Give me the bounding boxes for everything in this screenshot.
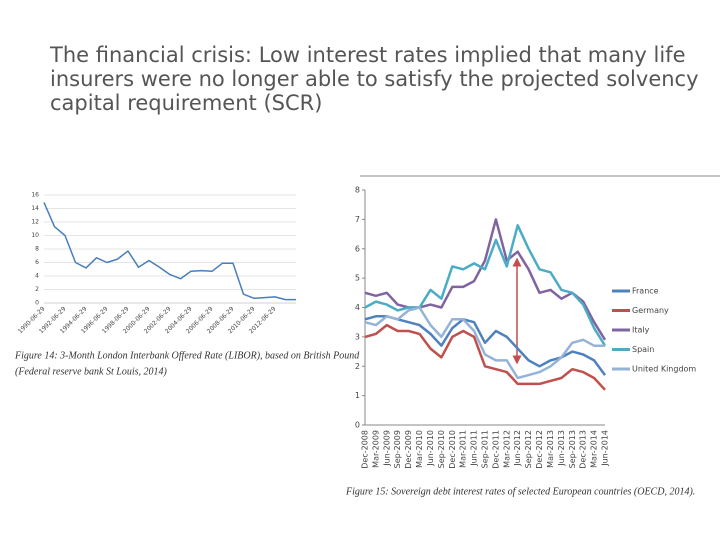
x-tick-label: Dec-2011: [491, 430, 500, 469]
y-tick-label: 8: [355, 186, 360, 195]
y-tick-label: 2: [35, 286, 39, 293]
y-tick-label: 4: [355, 303, 360, 312]
x-tick-label: Jun-2014: [601, 430, 610, 467]
x-tick-label: Sep-2013: [568, 430, 577, 468]
y-tick-label: 14: [31, 205, 39, 212]
y-tick-label: 4: [35, 273, 39, 280]
x-tick-label: Jun-2011: [470, 430, 479, 467]
data-line: [43, 202, 296, 301]
data-line: [364, 224, 607, 347]
legend-label: Germany: [632, 306, 669, 315]
caption: Figure 14: 3-Month London Interbank Offe…: [14, 350, 360, 361]
x-tick-label: Sep-2010: [437, 430, 446, 468]
x-tick-label: Sep-2011: [481, 430, 490, 468]
x-tick-label: Jun-2010: [426, 430, 435, 467]
x-tick-label: Mar-2009: [371, 430, 380, 468]
y-tick-label: 0: [355, 421, 360, 430]
data-line: [364, 218, 607, 341]
x-tick-label: Mar-2014: [590, 430, 599, 468]
x-tick-label: Mar-2013: [546, 430, 555, 468]
legend-label: France: [632, 287, 659, 296]
x-tick-label: Dec-2008: [361, 430, 370, 469]
legend-label: United Kingdom: [632, 365, 696, 374]
y-tick-label: 8: [35, 246, 39, 253]
x-tick-label: Mar-2011: [459, 430, 468, 468]
y-tick-label: 2: [355, 362, 360, 371]
x-tick-label: Dec-2013: [579, 430, 588, 469]
y-tick-label: 6: [355, 244, 360, 253]
y-tick-label: 3: [355, 332, 360, 341]
x-tick-label: Jun-2013: [557, 430, 566, 467]
x-tick-label: Jun-2012: [513, 430, 522, 467]
x-tick-label: Sep-2012: [524, 430, 533, 468]
y-tick-label: 5: [355, 274, 360, 283]
slide-title: insurers were no longer able to satisfy …: [50, 67, 699, 91]
x-tick-label: Dec-2010: [448, 430, 457, 469]
data-line: [364, 315, 607, 376]
x-tick-label: Dec-2009: [404, 430, 413, 469]
x-tick-label: Jun-2009: [382, 430, 391, 467]
x-tick-label: Mar-2012: [502, 430, 511, 468]
x-tick-label: Dec-2012: [535, 430, 544, 469]
caption: Figure 15: Sovereign debt interest rates…: [345, 486, 695, 497]
y-tick-label: 16: [31, 192, 39, 199]
y-tick-label: 6: [35, 259, 39, 266]
legend-label: Spain: [632, 345, 654, 354]
legend-label: Italy: [632, 326, 650, 335]
y-tick-label: 0: [35, 300, 39, 307]
slide-title: The financial crisis: Low interest rates…: [49, 43, 686, 67]
x-tick-label: Sep-2009: [393, 430, 402, 468]
caption: (Federal reserve bank St Louis, 2014): [15, 366, 167, 377]
data-line: [364, 306, 605, 380]
y-tick-label: 10: [31, 232, 39, 239]
slide-title: capital requirement (SCR): [50, 91, 322, 115]
y-tick-label: 1: [355, 391, 360, 400]
y-tick-label: 7: [355, 215, 360, 224]
x-tick-label: Mar-2010: [415, 430, 424, 468]
data-line: [364, 323, 606, 391]
y-tick-label: 12: [31, 219, 39, 226]
